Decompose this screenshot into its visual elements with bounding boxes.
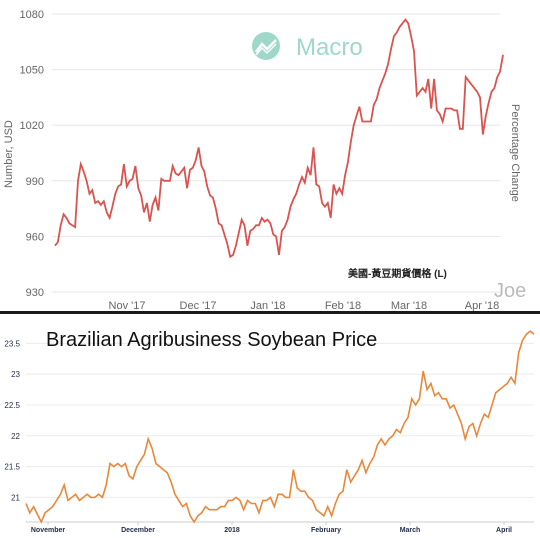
y-axis-label-left: Number, USD xyxy=(3,120,15,188)
bottom-grid xyxy=(26,342,534,523)
bottom-y-tick-label: 22 xyxy=(11,432,20,441)
top-y-tick-label: 960 xyxy=(26,231,44,243)
bottom-x-tick-label: December xyxy=(121,527,155,534)
bottom-y-tick-label: 21 xyxy=(11,493,20,502)
top-y-tick-label: 990 xyxy=(26,176,44,188)
y-axis-label-right: Percentage Change xyxy=(509,104,521,202)
top-x-tick-label: Mar '18 xyxy=(391,300,427,312)
chart-badge-icon xyxy=(252,32,280,60)
chart-title: Brazilian Agribusiness Soybean Price xyxy=(46,329,377,351)
top-y-tick-label: 930 xyxy=(26,287,44,299)
signature-text: Joe xyxy=(494,280,526,302)
top-y-tick-label: 1080 xyxy=(20,9,44,21)
top-x-tick-label: Nov '17 xyxy=(109,300,146,312)
bottom-x-tick-label: November xyxy=(31,527,66,534)
bottom-x-tick-label: 2018 xyxy=(224,527,240,534)
brazil-chart-svg: 21 21.5 22 22.5 23 23.5 November December 2018 F… xyxy=(4,329,535,534)
soybean-futures-line xyxy=(54,18,504,259)
top-x-tick-label: Dec '17 xyxy=(180,300,217,312)
top-x-tick-label: Feb '18 xyxy=(325,300,361,312)
panel-divider xyxy=(0,311,540,314)
top-x-tick-label: Jan '18 xyxy=(250,300,285,312)
bottom-y-tick-label: 23 xyxy=(11,370,20,379)
top-y-tick-label: 1050 xyxy=(20,65,44,77)
bottom-x-tick-label: April xyxy=(496,527,512,534)
legend-label: 美國-黃豆期貨價格 (L) xyxy=(348,267,447,280)
top-y-tick-label: 1020 xyxy=(20,120,44,132)
macro-chart-svg: 930 960 990 1020 1050 1080 Nov '17 Dec '17 Jan … xyxy=(3,9,526,312)
bottom-x-ticks: November December 2018 February March April xyxy=(31,522,512,534)
logo-text: Macro xyxy=(296,34,363,61)
bottom-y-ticks: 21 21.5 22 22.5 23 23.5 xyxy=(4,339,20,502)
top-x-ticks: Nov '17 Dec '17 Jan '18 Feb '18 Mar '18 Apr '… xyxy=(109,300,500,312)
bottom-x-tick-label: March xyxy=(400,527,421,534)
bottom-y-tick-label: 23.5 xyxy=(4,339,20,348)
macro-chart-panel: 930 960 990 1020 1050 1080 Nov '17 Dec '17 Jan … xyxy=(3,9,527,312)
brazil-chart-panel: 21 21.5 22 22.5 23 23.5 November December 2018 F… xyxy=(0,314,540,538)
top-y-ticks: 930 960 990 1020 1050 1080 xyxy=(20,9,44,299)
bottom-x-tick-label: February xyxy=(311,527,341,534)
brazil-soybean-line xyxy=(25,330,535,524)
bottom-y-tick-label: 21.5 xyxy=(4,463,20,472)
macro-logo: Macro xyxy=(252,32,363,61)
bottom-y-tick-label: 22.5 xyxy=(4,401,20,410)
top-x-tick-label: Apr '18 xyxy=(465,300,500,312)
